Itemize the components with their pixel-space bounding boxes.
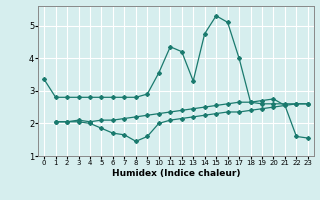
X-axis label: Humidex (Indice chaleur): Humidex (Indice chaleur) xyxy=(112,169,240,178)
